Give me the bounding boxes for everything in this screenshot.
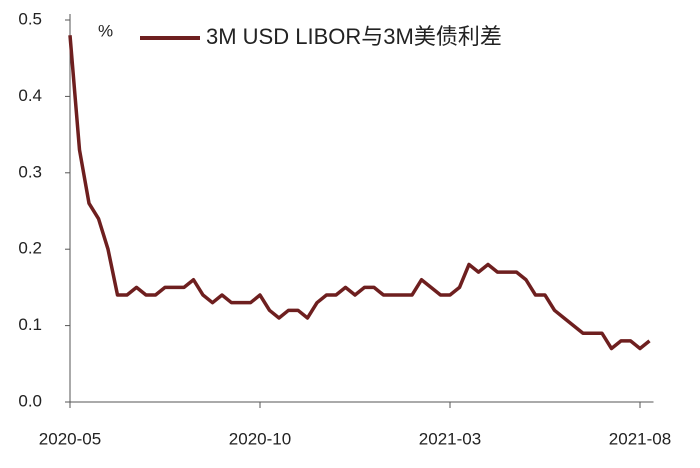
x-tick-label: 2020-05 [39,429,101,448]
data-line [68,35,651,351]
x-tick-label: 2021-03 [419,429,481,448]
y-tick-label: 0.0 [18,391,42,410]
y-tick-label: 0.5 [18,9,42,28]
y-tick-label: 0.4 [18,86,42,105]
y-tick-label: 0.3 [18,162,42,181]
y-tick-label: 0.2 [18,239,42,258]
x-tick-label: 2021-08 [609,429,671,448]
y-tick-label: 0.1 [18,315,42,334]
y-unit: % [98,21,113,40]
legend-label: 3M USD LIBOR与3M美债利差 [206,24,502,49]
x-tick-label: 2020-10 [229,429,291,448]
